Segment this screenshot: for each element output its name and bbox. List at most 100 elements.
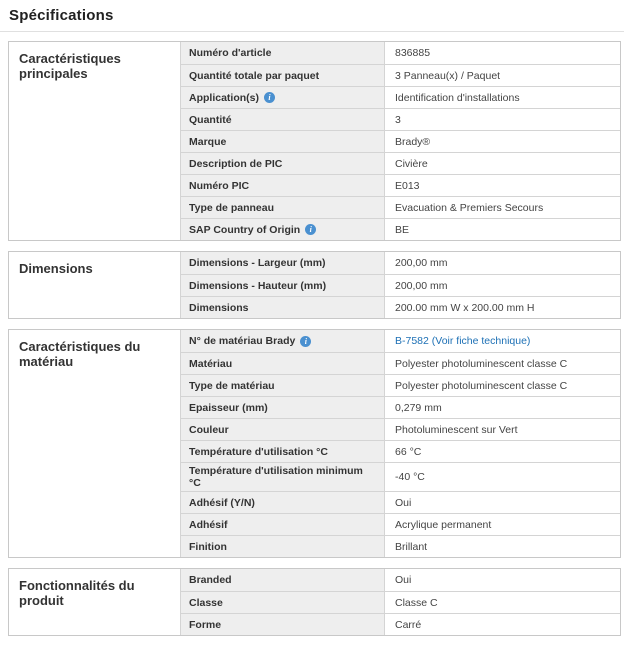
row-label-text: Quantité totale par paquet	[189, 69, 320, 82]
row-label-text: Couleur	[189, 423, 229, 436]
row-value-cell: 836885	[385, 42, 620, 64]
row-label-cell: Dimensions - Hauteur (mm)	[181, 275, 385, 296]
row-label-cell: Type de panneau	[181, 197, 385, 218]
spec-row: Matériau Polyester photoluminescent clas…	[181, 352, 620, 374]
row-value: Identification d'installations	[395, 91, 520, 104]
row-value-cell: -40 °C	[385, 463, 620, 491]
spec-row: Type de panneau Evacuation & Premiers Se…	[181, 196, 620, 218]
row-label-cell: Type de matériau	[181, 375, 385, 396]
info-icon[interactable]: i	[305, 224, 317, 235]
row-label-text: Type de matériau	[189, 379, 275, 392]
row-value: Carré	[395, 618, 422, 631]
info-icon[interactable]: i	[300, 335, 312, 347]
datasheet-link[interactable]: B-7582 (Voir fiche technique)	[395, 335, 531, 347]
row-value: 200.00 mm W x 200.00 mm H	[395, 301, 535, 314]
spec-row: Température d'utilisation °C 66 °C	[181, 440, 620, 462]
spec-row: Marque Brady®	[181, 130, 620, 152]
spec-section: Fonctionnalités du produit Branded Oui C…	[8, 568, 621, 636]
section-rows: N° de matériau Brady i B-7582 (Voir fich…	[181, 330, 620, 557]
spec-row: Adhésif (Y/N) Oui	[181, 491, 620, 513]
spec-row: Dimensions - Hauteur (mm) 200,00 mm	[181, 274, 620, 296]
spec-row: Application(s) i Identification d'instal…	[181, 86, 620, 108]
spec-row: Numéro d'article 836885	[181, 42, 620, 64]
row-label-cell: Numéro d'article	[181, 42, 385, 64]
row-label-text: Branded	[189, 574, 232, 586]
row-value-cell: Carré	[385, 614, 620, 635]
row-value: Brady®	[395, 135, 431, 148]
row-value-cell: BE	[385, 219, 620, 240]
row-value-cell: Classe C	[385, 592, 620, 613]
row-label-cell: Application(s) i	[181, 87, 385, 108]
spec-sections: Caractéristiques principales Numéro d'ar…	[0, 32, 624, 654]
row-label-cell: Adhésif (Y/N)	[181, 492, 385, 513]
section-title: Caractéristiques du matériau	[9, 330, 181, 557]
row-label-text: Forme	[189, 618, 222, 631]
row-label-cell: Quantité	[181, 109, 385, 130]
row-value: Photoluminescent sur Vert	[395, 423, 518, 436]
row-label-text: Description de PIC	[189, 157, 283, 170]
spec-row: Branded Oui	[181, 569, 620, 591]
row-label-text: Température d'utilisation °C	[189, 445, 328, 458]
page-title: Spécifications	[9, 7, 114, 24]
row-value-cell: 200,00 mm	[385, 275, 620, 296]
row-value: 0,279 mm	[395, 401, 442, 414]
spec-row: Description de PIC Civière	[181, 152, 620, 174]
row-value-cell: Polyester photoluminescent classe C	[385, 353, 620, 374]
row-label-cell: Epaisseur (mm)	[181, 397, 385, 418]
info-icon[interactable]: i	[264, 92, 275, 103]
row-label-text: Adhésif	[189, 518, 228, 531]
row-value-cell: 200,00 mm	[385, 252, 620, 274]
row-value-cell: 0,279 mm	[385, 397, 620, 418]
row-label-text: SAP Country of Origin	[189, 223, 301, 236]
row-value: Classe C	[395, 596, 438, 609]
row-value-cell: Photoluminescent sur Vert	[385, 419, 620, 440]
row-value: E013	[395, 179, 420, 192]
row-value: Polyester photoluminescent classe C	[395, 357, 568, 370]
row-label-text: Numéro d'article	[189, 47, 272, 59]
row-value: Acrylique permanent	[395, 518, 492, 531]
row-label-cell: Marque	[181, 131, 385, 152]
row-value-cell: Evacuation & Premiers Secours	[385, 197, 620, 218]
row-value-cell: E013	[385, 175, 620, 196]
spec-section: Caractéristiques principales Numéro d'ar…	[8, 41, 621, 241]
row-value-cell: Acrylique permanent	[385, 514, 620, 535]
row-value-cell: B-7582 (Voir fiche technique)	[385, 330, 620, 352]
row-value: Evacuation & Premiers Secours	[395, 201, 544, 214]
spec-row: SAP Country of Origin i BE	[181, 218, 620, 240]
row-label-text: N° de matériau Brady	[189, 335, 296, 347]
row-label-cell: Numéro PIC	[181, 175, 385, 196]
spec-row: Adhésif Acrylique permanent	[181, 513, 620, 535]
row-label-cell: Classe	[181, 592, 385, 613]
row-value-cell: Oui	[385, 492, 620, 513]
spec-row: Type de matériau Polyester photoluminesc…	[181, 374, 620, 396]
section-title: Dimensions	[9, 252, 181, 318]
section-rows: Dimensions - Largeur (mm) 200,00 mm Dime…	[181, 252, 620, 318]
row-label-cell: N° de matériau Brady i	[181, 330, 385, 352]
row-value-cell: 3 Panneau(x) / Paquet	[385, 65, 620, 86]
row-label-cell: Finition	[181, 536, 385, 557]
row-value: Civière	[395, 157, 428, 170]
row-value: 3 Panneau(x) / Paquet	[395, 69, 501, 82]
row-label-cell: Description de PIC	[181, 153, 385, 174]
row-value: Oui	[395, 574, 412, 586]
row-label-text: Numéro PIC	[189, 179, 250, 192]
row-value-cell: Brady®	[385, 131, 620, 152]
row-label-text: Dimensions - Hauteur (mm)	[189, 279, 327, 292]
section-rows: Branded Oui Classe Classe C Forme Carré	[181, 569, 620, 635]
spec-row: Quantité 3	[181, 108, 620, 130]
spec-row: Classe Classe C	[181, 591, 620, 613]
row-label-text: Type de panneau	[189, 201, 274, 214]
row-value: BE	[395, 223, 410, 236]
row-value-cell: 3	[385, 109, 620, 130]
section-rows: Numéro d'article 836885 Quantité totale …	[181, 42, 620, 240]
row-label-text: Marque	[189, 135, 227, 148]
row-value-cell: Identification d'installations	[385, 87, 620, 108]
spec-row: Finition Brillant	[181, 535, 620, 557]
row-value: Oui	[395, 496, 412, 509]
row-label-cell: Dimensions - Largeur (mm)	[181, 252, 385, 274]
row-label-text: Dimensions	[189, 301, 249, 314]
row-value: Brillant	[395, 540, 428, 553]
row-label-text: Matériau	[189, 357, 233, 370]
row-label-cell: Température d'utilisation °C	[181, 441, 385, 462]
section-title: Caractéristiques principales	[9, 42, 181, 240]
